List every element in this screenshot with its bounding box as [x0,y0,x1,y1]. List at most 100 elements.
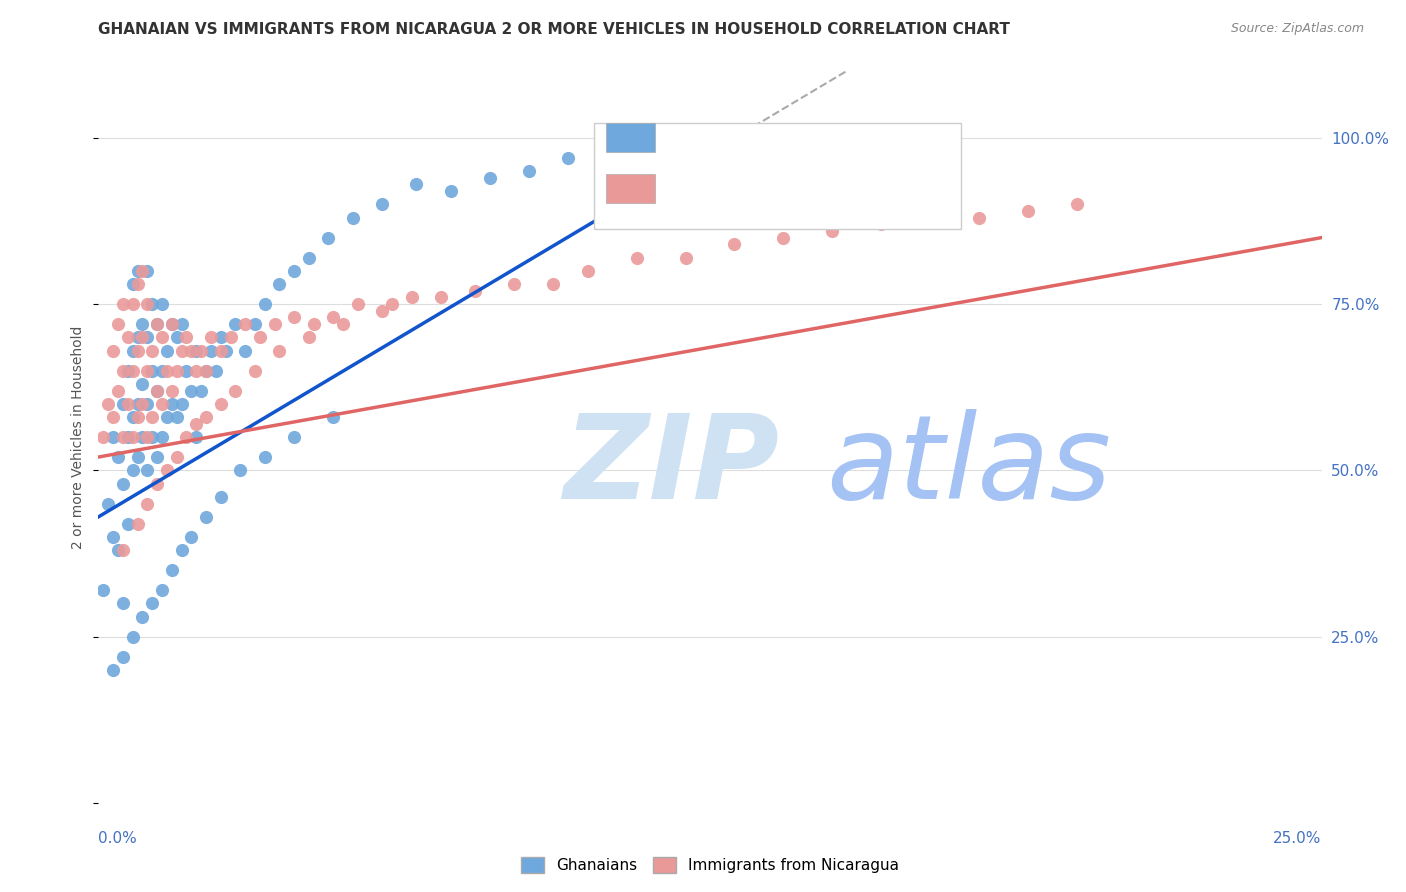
Point [150,397,173,411]
Point [870,217,893,231]
Point [342,211,364,225]
Point [405,178,427,192]
Point [249,330,271,344]
Point [146,317,169,331]
Point [176,430,198,444]
Point [141,596,163,610]
Point [101,663,124,677]
Point [121,277,143,292]
Point [107,543,129,558]
Point [127,264,149,278]
FancyBboxPatch shape [606,122,655,152]
Point [195,363,218,377]
Point [117,516,139,531]
Text: N = 82: N = 82 [808,179,876,197]
Y-axis label: 2 or more Vehicles in Household: 2 or more Vehicles in Household [70,326,84,549]
Point [543,277,565,292]
Point [127,277,149,292]
Point [121,410,143,425]
Text: R = 0.339: R = 0.339 [673,179,772,197]
Point [298,251,321,265]
Point [146,384,169,398]
Point [478,170,501,185]
Point [121,343,143,358]
Point [430,290,453,304]
Point [101,343,124,358]
Point [322,410,344,425]
Point [160,384,183,398]
Point [127,343,149,358]
Point [557,151,579,165]
Point [626,251,648,265]
Text: 25.0%: 25.0% [1274,831,1322,846]
Point [156,363,179,377]
Point [146,450,169,464]
Point [176,330,198,344]
Point [283,430,305,444]
Point [107,450,129,464]
Point [107,384,129,398]
Point [136,463,159,477]
Point [1066,197,1088,211]
Point [269,343,291,358]
Point [166,330,188,344]
Point [141,343,163,358]
Point [1017,204,1039,219]
Point [283,264,305,278]
Point [131,609,153,624]
Point [160,397,183,411]
Point [131,330,153,344]
Point [150,430,173,444]
Point [190,343,212,358]
Point [401,290,423,304]
Point [117,363,139,377]
Point [166,410,188,425]
Text: 0.0%: 0.0% [98,831,138,846]
Point [229,463,252,477]
Point [136,397,159,411]
FancyBboxPatch shape [606,174,655,203]
Point [111,363,134,377]
Point [101,410,124,425]
Point [576,264,599,278]
Point [160,563,183,577]
Point [200,330,222,344]
Point [440,184,463,198]
Point [91,430,114,444]
Point [150,582,173,597]
Point [136,264,159,278]
Point [723,237,745,252]
Point [219,330,242,344]
Point [111,476,134,491]
Point [136,497,159,511]
Point [101,530,124,544]
Point [117,330,139,344]
Point [332,317,354,331]
Point [156,343,179,358]
Text: Source: ZipAtlas.com: Source: ZipAtlas.com [1230,22,1364,36]
Point [180,530,202,544]
Point [131,430,153,444]
Point [136,363,159,377]
Point [107,317,129,331]
Point [141,410,163,425]
Point [233,343,256,358]
Point [170,543,193,558]
Point [302,317,325,331]
Point [150,363,173,377]
Point [117,430,139,444]
Text: GHANAIAN VS IMMIGRANTS FROM NICARAGUA 2 OR MORE VEHICLES IN HOUSEHOLD CORRELATIO: GHANAIAN VS IMMIGRANTS FROM NICARAGUA 2 … [98,22,1011,37]
Point [170,317,193,331]
Point [186,417,208,431]
Point [160,317,183,331]
Point [224,384,246,398]
Point [298,330,321,344]
Point [127,397,149,411]
Point [121,463,143,477]
Text: N = 85: N = 85 [808,128,876,146]
Text: atlas: atlas [827,409,1111,524]
Point [269,277,291,292]
Point [318,230,340,244]
Point [195,363,218,377]
Point [200,343,222,358]
